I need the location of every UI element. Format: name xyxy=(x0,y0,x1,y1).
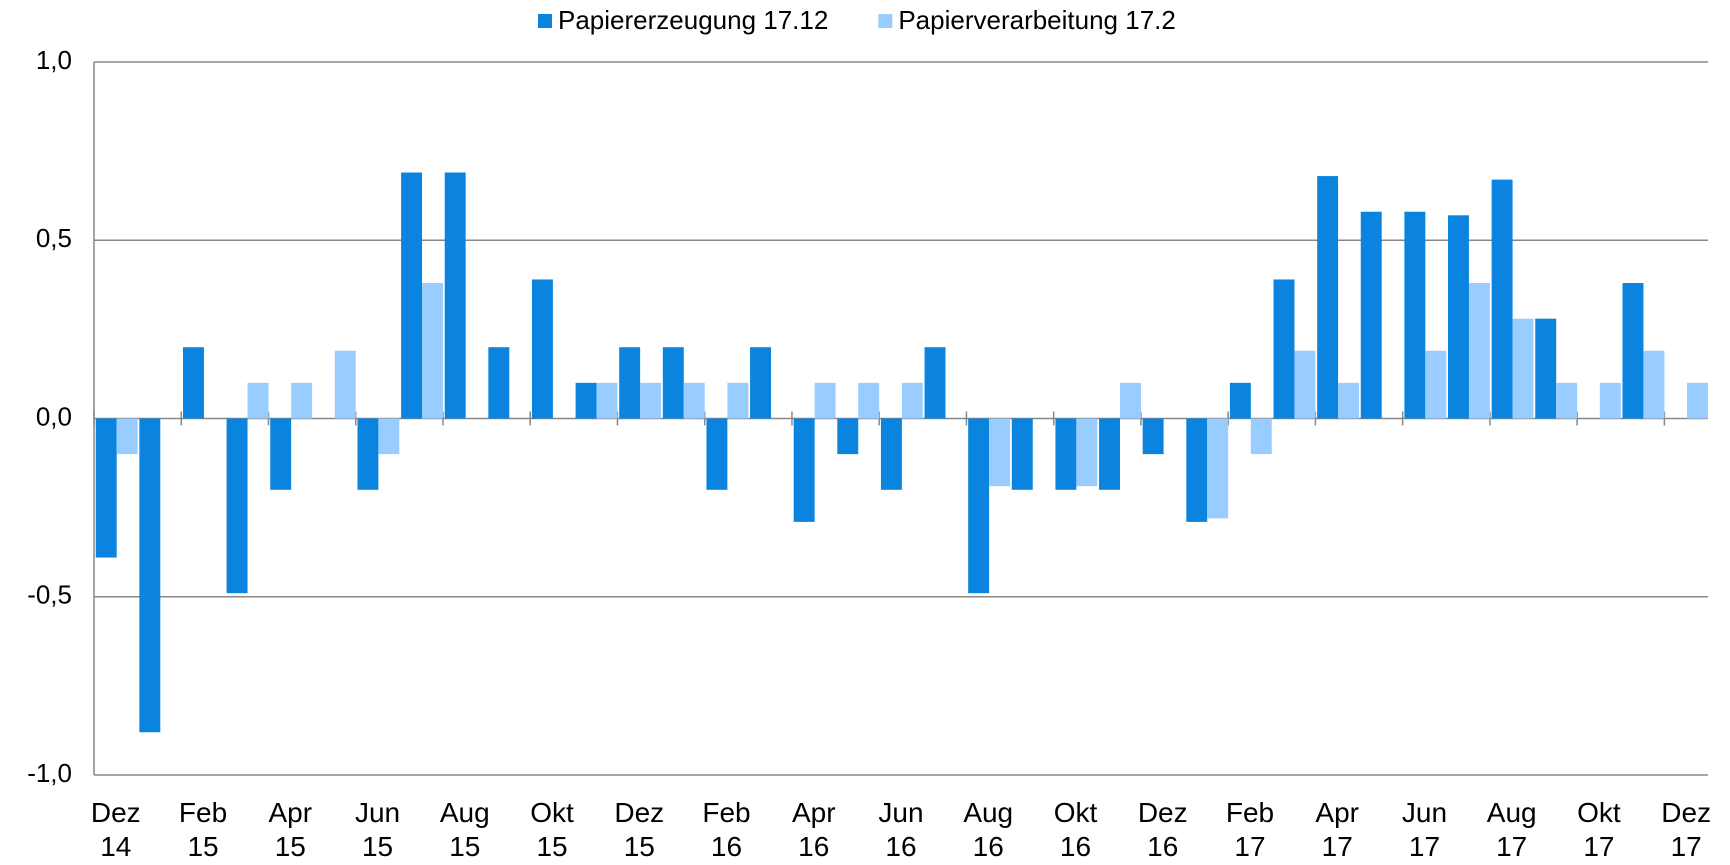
bar xyxy=(247,382,269,419)
bar xyxy=(1011,418,1033,490)
y-tick-label: 1,0 xyxy=(36,45,72,75)
bar xyxy=(1317,176,1339,419)
x-tick-label: Okt 16 xyxy=(1053,797,1098,862)
bar xyxy=(182,347,204,419)
bar xyxy=(989,418,1011,487)
bar xyxy=(924,347,946,419)
bar xyxy=(1273,279,1295,419)
bar xyxy=(706,418,728,490)
bar xyxy=(858,382,880,419)
bar xyxy=(968,418,990,594)
bar xyxy=(1119,382,1141,419)
x-tick-label: Feb 16 xyxy=(702,797,751,862)
bar xyxy=(488,347,510,419)
bar xyxy=(531,279,553,419)
bar xyxy=(1250,418,1272,455)
bar xyxy=(814,382,836,419)
y-tick-label: -0,5 xyxy=(27,580,72,610)
x-tick-label: Dez 17 xyxy=(1661,797,1712,862)
bar xyxy=(793,418,815,522)
bar xyxy=(1425,350,1447,419)
y-tick-label: 0,5 xyxy=(36,223,72,253)
y-tick-label: 0,0 xyxy=(36,401,72,431)
bar xyxy=(1207,418,1229,519)
x-tick-label: Apr 16 xyxy=(791,797,836,862)
x-tick-label: Okt 15 xyxy=(530,797,574,862)
bar xyxy=(1099,418,1120,490)
x-tick-label: Dez 15 xyxy=(614,797,665,862)
x-tick-label: Jun 15 xyxy=(354,797,401,862)
bar xyxy=(1229,382,1251,419)
bar xyxy=(139,418,161,733)
legend-label: Papiererzeugung 17.12 xyxy=(558,5,828,35)
bar xyxy=(334,350,356,419)
x-tick-label: Okt 17 xyxy=(1577,797,1621,862)
bar xyxy=(116,418,138,455)
bar xyxy=(901,382,923,419)
bar xyxy=(1643,350,1665,419)
legend-label: Papierverarbeitung 17.2 xyxy=(898,5,1176,35)
x-tick-label: Jun 17 xyxy=(1401,797,1448,862)
bar xyxy=(1535,318,1557,419)
bar xyxy=(422,283,443,419)
x-tick-label: Jun 16 xyxy=(878,797,924,862)
bar xyxy=(596,382,618,419)
x-tick-label: Feb 17 xyxy=(1225,797,1275,862)
bar xyxy=(750,347,772,419)
bar xyxy=(378,418,400,455)
x-tick-label: Aug 15 xyxy=(439,797,490,862)
bar xyxy=(1622,283,1644,419)
bar xyxy=(270,418,292,490)
y-tick-label: -1,0 xyxy=(27,758,72,788)
bar xyxy=(575,382,597,419)
bar xyxy=(226,418,248,594)
bar xyxy=(1556,382,1578,419)
bar xyxy=(1338,382,1360,419)
bar xyxy=(727,382,749,419)
bar xyxy=(1448,215,1469,419)
x-tick-label: Apr 17 xyxy=(1315,797,1359,862)
bar xyxy=(837,418,859,455)
bar xyxy=(444,172,466,419)
bar xyxy=(640,382,662,419)
bar xyxy=(1687,382,1708,419)
bar xyxy=(683,382,705,419)
bar xyxy=(1055,418,1077,490)
legend-swatch xyxy=(538,14,552,28)
x-tick-label: Aug 16 xyxy=(963,797,1014,862)
bar xyxy=(619,347,641,419)
bar xyxy=(1491,179,1513,419)
bar xyxy=(1404,211,1426,419)
bar xyxy=(357,418,379,490)
bar xyxy=(1512,318,1534,419)
bar xyxy=(880,418,902,490)
bar xyxy=(401,172,423,419)
x-tick-label: Feb 15 xyxy=(178,797,228,862)
x-tick-label: Dez 14 xyxy=(90,797,141,862)
x-tick-label: Apr 15 xyxy=(268,797,313,862)
bar xyxy=(1468,283,1490,419)
bar xyxy=(1076,418,1098,487)
bar xyxy=(1186,418,1208,522)
bar xyxy=(1360,211,1382,419)
bar xyxy=(291,382,313,419)
bar xyxy=(1294,350,1316,419)
bar xyxy=(95,418,117,558)
bar xyxy=(1142,418,1164,455)
legend-swatch xyxy=(878,14,893,28)
bar xyxy=(662,347,684,419)
x-tick-label: Aug 17 xyxy=(1486,797,1537,862)
x-tick-label: Dez 16 xyxy=(1137,797,1188,862)
bar xyxy=(1599,382,1621,419)
